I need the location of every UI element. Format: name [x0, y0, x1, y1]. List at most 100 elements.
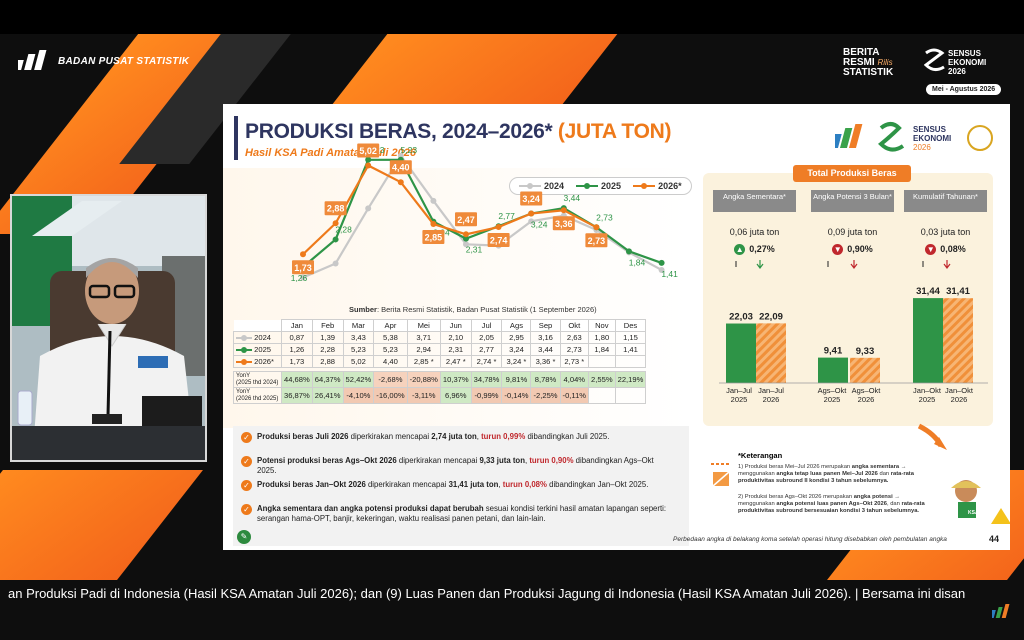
- sensus-small-logo-icon: [878, 122, 905, 152]
- table-cell: 5,38: [373, 331, 408, 344]
- table-cell: 5,23: [342, 343, 375, 356]
- table-cell: 2,47 *: [439, 355, 472, 368]
- bullet-item: Produksi beras Juli 2026 diperkirakan me…: [241, 432, 673, 443]
- table-cell: 1,26: [281, 343, 313, 356]
- table-row: 2024 0,87 1,39 3,43 5,38 3,71 2,10 2,05 2,95 3,1…: [233, 331, 647, 344]
- presenter-illustration: [12, 196, 205, 460]
- brs-line-1: BERITA: [843, 47, 880, 58]
- pen-icon[interactable]: ✎: [237, 530, 251, 544]
- table-cell: 3,16: [530, 331, 561, 344]
- slide-subtitle: Hasil KSA Padi Amatan Juli 2026: [245, 147, 416, 159]
- keterangan-notes: *Keterangan 1) Produksi beras Mei–Jul 20…: [703, 443, 1005, 531]
- yoy-cell: 6,96%: [439, 387, 472, 404]
- arrow-down-icon: ▼: [832, 244, 844, 256]
- decor-stripe-3: [332, 34, 618, 104]
- table-cell: 2,85 *: [406, 355, 441, 368]
- panel-head-sementara: Angka Sementara*: [713, 190, 796, 212]
- row-label-2024: 2024: [233, 331, 282, 344]
- table-cell: 2,88: [311, 355, 344, 368]
- yoy-cell: [588, 387, 616, 404]
- top-letterbox: [0, 0, 1024, 34]
- yoy-cell: 8,78%: [530, 371, 561, 388]
- yoy-cell: 9,81%: [501, 371, 532, 388]
- yoy-cell: -4,10%: [342, 387, 375, 404]
- anniversary-badge-icon: [967, 125, 993, 151]
- yoy-cell: [614, 387, 647, 404]
- yoy-cell: -20,88%: [406, 371, 441, 388]
- yoy-cell: 44,68%: [281, 371, 313, 388]
- month-header: Jun: [439, 319, 472, 332]
- table-cell: [588, 355, 616, 368]
- yoy-cell: 10,37%: [439, 371, 472, 388]
- sensus-period-badge: Mei - Agustus 2026: [926, 84, 1002, 95]
- keterangan-note-2: 2) Produksi beras Ags–Okt 2026 merupakan…: [738, 494, 925, 514]
- month-header: Apr: [373, 319, 408, 332]
- bar-xlabel: Jan–Okt 2025: [913, 386, 941, 404]
- yoy-label-2026: YonY (2026 thd 2025): [233, 387, 282, 404]
- table-cell: 3,71: [406, 331, 441, 344]
- table-cell: 1,41: [614, 343, 647, 356]
- bar-xlabel: Jan–Okt 2026: [945, 386, 973, 404]
- table-cell: 2,73: [559, 343, 590, 356]
- table-cell: 2,74 *: [470, 355, 503, 368]
- production-table: Jan Feb Mar Apr Mei Jun Jul Ags Sep Okt …: [233, 319, 647, 404]
- bar-xlabel: Ags–Okt 2026: [851, 386, 881, 404]
- table-cell: 2,28: [311, 343, 344, 356]
- summary-bullets: Produksi beras Juli 2026 diperkirakan me…: [233, 426, 689, 546]
- keterangan-title: *Keterangan: [738, 451, 783, 460]
- table-cell: 2,10: [439, 331, 472, 344]
- yoy-row-2025: YonY (2025 thd 2024) 44,68% 64,37% 52,42% -2…: [233, 371, 647, 388]
- ksa-label: KSA: [968, 510, 979, 516]
- month-header: Des: [614, 319, 647, 332]
- bar-xlabel: Jan–Jul 2025: [726, 386, 752, 404]
- table-cell: 3,44: [530, 343, 561, 356]
- slide-logos: SENSUS EKONOMI 2026: [835, 122, 993, 152]
- keterangan-note-1: 1) Produksi beras Mei–Jul 2026 merupakan…: [738, 464, 914, 484]
- table-cell: 1,15: [614, 331, 647, 344]
- title-unit: (JUTA TON): [557, 120, 672, 143]
- table-cell: 2,94: [406, 343, 441, 356]
- yoy-cell: 4,04%: [559, 371, 590, 388]
- legend-item-2025: 2025: [576, 181, 621, 191]
- title-main: PRODUKSI BERAS, 2024–2026*: [245, 120, 553, 143]
- month-header: Mei: [406, 319, 441, 332]
- slide-title: PRODUKSI BERAS, 2024–2026* (JUTA TON): [245, 120, 671, 144]
- yoy-cell: 26,41%: [311, 387, 344, 404]
- table-cell: 1,39: [311, 331, 344, 344]
- table-cell: 2,77: [470, 343, 503, 356]
- month-header: Jul: [470, 319, 503, 332]
- bullet-item: Produksi beras Jan–Okt 2026 diperkirakan…: [241, 480, 673, 491]
- logo-sensus-3: 2026: [913, 143, 931, 152]
- table-cell: 1,80: [588, 331, 616, 344]
- table-cell: 2,31: [439, 343, 472, 356]
- sensus-line-2: EKONOMI: [948, 58, 987, 67]
- bps-watermark-icon: [992, 604, 1010, 618]
- bullet-item: Potensi produksi beras Ags–Okt 2026 dipe…: [241, 456, 673, 476]
- yoy-cell: -0,11%: [559, 387, 590, 404]
- sensus-logo-icon: [924, 48, 945, 72]
- table-cell: 2,73 *: [559, 355, 590, 368]
- panel-amount: 0,06 juta ton: [729, 227, 780, 237]
- bullet-item: Angka sementara dan angka potensi produk…: [241, 504, 673, 524]
- logo-sensus-1: SENSUS: [913, 125, 947, 134]
- bps-small-logo-icon: [835, 124, 863, 148]
- table-row: 2026* 1,73 2,88 5,02 4,40 2,85 * 2,47 * 2,74 *…: [233, 355, 647, 368]
- yoy-label-2025: YonY (2025 thd 2024): [233, 371, 282, 388]
- presenter-video: [10, 194, 207, 462]
- row-label-2026: 2026*: [233, 355, 282, 368]
- table-cell: 3,24: [501, 343, 532, 356]
- month-header: Nov: [588, 319, 616, 332]
- bar-xlabel: Ags–Okt 2025: [817, 386, 847, 404]
- panel-change: ▲ 0,27%: [734, 244, 775, 256]
- yoy-cell: -2,25%: [530, 387, 561, 404]
- yoy-cell: -3,11%: [406, 387, 441, 404]
- panel-amount: 0,09 juta ton: [827, 227, 878, 237]
- table-cell: 4,40: [373, 355, 408, 368]
- table-cell: 3,24 *: [501, 355, 532, 368]
- panel-amount: 0,03 juta ton: [920, 227, 971, 237]
- yoy-cell: 52,42%: [342, 371, 375, 388]
- table-cell: 5,23: [373, 343, 408, 356]
- chart-source: Sumber: Berita Resmi Statistik, Badan Pu…: [349, 305, 597, 314]
- month-header: Mar: [342, 319, 375, 332]
- arrow-up-icon: ▲: [734, 244, 746, 256]
